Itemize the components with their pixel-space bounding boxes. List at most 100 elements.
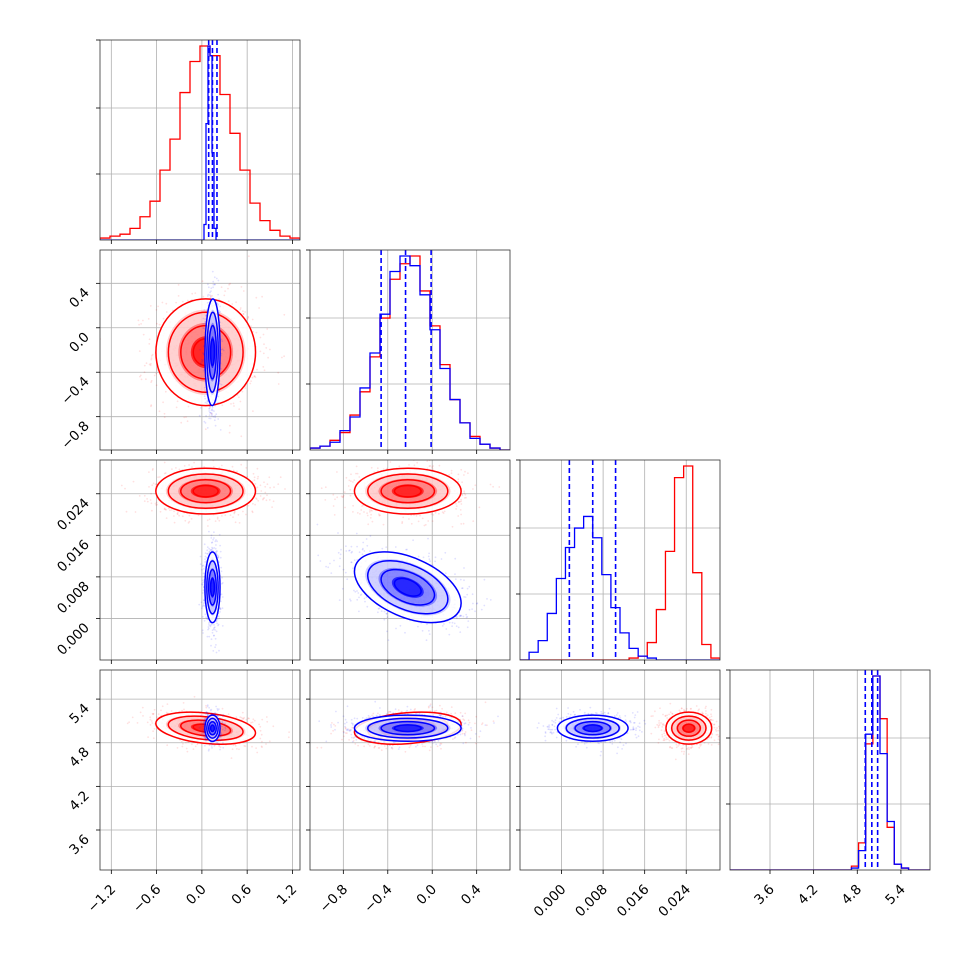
panel-content-0-0: [100, 40, 300, 240]
panel-frame-3-3: [729, 669, 931, 871]
histogram-p4-series-1: [730, 675, 930, 870]
histogram-p4-series-0: [730, 675, 930, 870]
panel-content-3-3: [730, 670, 930, 870]
ticklabel-x-p1-4: 1.2: [274, 882, 301, 909]
contour-1-0: [556, 714, 629, 743]
ticklabel-x-p2-3: 0.4: [458, 882, 485, 909]
contour-1-3: [393, 577, 422, 597]
contour-1-3: [393, 724, 422, 733]
contour-1-1: [367, 560, 449, 615]
panel-frame-1-1: [309, 249, 511, 451]
panel-content-3-0: [126, 695, 290, 759]
density-level-0-2: [190, 484, 221, 499]
ticklabel-y-p2-0: −0.8: [58, 418, 92, 452]
contour-1-0: [204, 714, 221, 743]
panel-content-2-2: [520, 460, 720, 660]
contour-1-1: [565, 717, 620, 739]
contour-1-2: [574, 720, 612, 736]
ticklabel-y-p4-2: 4.8: [66, 744, 93, 771]
panel-content-2-1: [316, 460, 501, 642]
panel-p4-vs-p2: [306, 669, 511, 874]
panel-frame-2-1: [309, 459, 511, 661]
contour-1-1: [206, 311, 219, 393]
contour-0-1: [167, 473, 244, 510]
ticklabel-x-p1-0: −1.2: [85, 882, 119, 916]
panel-content-1-0: [100, 255, 286, 438]
panel-frame-3-1: [309, 669, 511, 871]
ticklabel-y-p4-3: 5.4: [66, 701, 93, 728]
contour-0-3: [192, 484, 219, 498]
contour-1-1: [206, 717, 219, 739]
panel-p3-vs-p2: [306, 459, 511, 664]
ticklabel-y-p4-0: 3.6: [66, 832, 93, 859]
ticklabel-x-p2-0: −0.8: [317, 882, 351, 916]
contour-1-3: [583, 724, 603, 733]
ticklabel-y-p3-2: 0.016: [54, 537, 93, 576]
contour-1-3: [209, 338, 216, 367]
ticklabel-y-p2-3: 0.4: [66, 285, 93, 312]
contour-0-2: [180, 478, 232, 504]
contour-0-1: [167, 311, 244, 393]
panel-p1-vs-p1: [96, 39, 301, 244]
histogram-p3-series-1: [520, 515, 720, 660]
panel-p3-vs-p3: [516, 459, 721, 664]
ticklabel-x-p1-1: −0.6: [130, 882, 164, 916]
ticklabel-y-p3-3: 0.024: [54, 495, 93, 534]
contour-1-0: [204, 551, 221, 624]
contour-1-2: [207, 324, 218, 380]
histogram-p3-series-0: [520, 465, 720, 660]
contour-1-1: [206, 560, 219, 615]
histogram-p2-series-0: [310, 255, 510, 450]
ticklabel-y-p4-1: 4.2: [66, 788, 93, 815]
contour-1-3: [209, 577, 216, 597]
ticklabel-x-p4-3: 5.4: [882, 882, 909, 909]
contour-0-0: [155, 711, 257, 745]
ticklabel-y-p2-1: −0.4: [58, 374, 92, 408]
density-level-0-2: [391, 484, 424, 499]
ticklabel-x-p2-2: 0.0: [414, 882, 441, 909]
contour-0-2: [380, 478, 436, 504]
panel-frame-3-0: [99, 669, 301, 871]
panel-frame-2-2: [519, 459, 721, 661]
ticklabel-x-p3-1: 0.008: [572, 882, 611, 921]
panel-p2-vs-p2: [306, 249, 511, 454]
panel-frame-0-0: [99, 39, 301, 241]
panel-p4-vs-p3: [516, 669, 721, 874]
histogram-p1-series-1: [100, 45, 300, 240]
ticklabel-y-p3-1: 0.008: [54, 578, 93, 617]
contour-1-0: [204, 298, 221, 407]
contour-1-2: [207, 720, 218, 736]
histogram-p1-series-0: [100, 45, 300, 240]
ticklabel-x-p3-0: 0.000: [531, 882, 570, 921]
contour-1-1: [367, 717, 449, 739]
panel-frame-1-0: [99, 249, 301, 451]
panel-content-2-0: [120, 460, 300, 654]
contour-0-3: [682, 723, 696, 733]
panel-frame-3-2: [519, 669, 721, 871]
panel-p2-vs-p1: [96, 249, 301, 454]
contour-0-3: [393, 484, 422, 498]
panel-frame-2-0: [99, 459, 301, 661]
ticklabel-x-p2-1: −0.4: [361, 882, 395, 916]
panel-content-3-2: [536, 702, 720, 761]
contour-0-0: [353, 467, 462, 515]
contour-1-0: [353, 714, 462, 743]
contour-0-2: [676, 719, 702, 737]
contour-0-0: [155, 467, 257, 515]
panel-content-1-1: [310, 250, 510, 450]
ticklabel-x-p4-1: 4.2: [795, 882, 822, 909]
contour-0-1: [167, 715, 244, 741]
panel-content-3-1: [316, 700, 499, 753]
ticklabel-x-p1-3: 0.6: [228, 882, 255, 909]
contour-1-2: [207, 568, 217, 606]
ticklabel-y-p2-2: 0.0: [66, 329, 93, 356]
ticklabel-y-p3-0: 0.000: [54, 620, 93, 659]
ticklabel-x-p4-0: 3.6: [751, 882, 778, 909]
ticklabel-x-p3-3: 0.024: [655, 882, 694, 921]
panel-p4-vs-p4: [726, 669, 931, 874]
ticklabel-x-p3-2: 0.016: [614, 882, 653, 921]
contour-1-0: [353, 551, 462, 624]
contour-0-0: [353, 711, 462, 745]
contour-1-2: [380, 568, 436, 606]
